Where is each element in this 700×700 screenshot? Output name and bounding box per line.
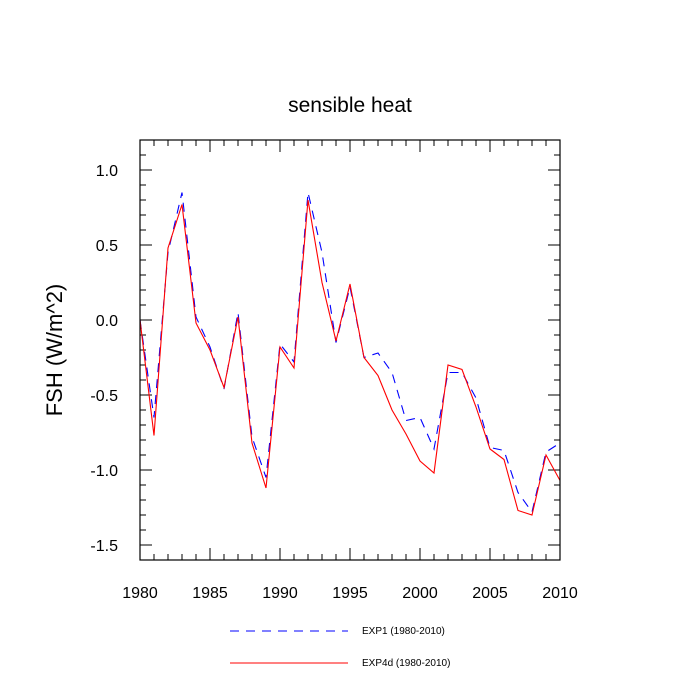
legend: EXP1 (1980-2010) EXP4d (1980-2010)	[230, 626, 450, 669]
x-tick-label: 1985	[192, 585, 228, 602]
plot-frame	[139, 139, 561, 561]
y-tick-label: 1.0	[96, 163, 118, 180]
y-tick-label: -1.5	[90, 538, 118, 555]
series-lines	[139, 192, 561, 516]
x-tick-label: 2005	[472, 585, 508, 602]
y-axis-label: FSH (W/m^2)	[42, 284, 67, 417]
y-tick-label: -0.5	[90, 388, 118, 405]
series-line-2	[139, 199, 561, 516]
y-tick-label: 0.5	[96, 238, 118, 255]
legend-label-1: EXP1 (1980-2010)	[362, 626, 445, 637]
x-tick-label: 1990	[262, 585, 298, 602]
series-line-1	[139, 192, 561, 514]
x-tick-label: 1980	[122, 585, 158, 602]
x-tick-label: 2000	[402, 585, 438, 602]
axis-ticks	[139, 139, 561, 561]
legend-label-2: EXP4d (1980-2010)	[362, 658, 450, 669]
y-tick-label: -1.0	[90, 463, 118, 480]
chart-title: sensible heat	[288, 94, 412, 117]
x-tick-label: 1995	[332, 585, 368, 602]
x-tick-label: 2010	[542, 585, 578, 602]
axis-tick-labels: 1980 1985 1990 1995 2000 2005 2010 1.0 0.5 0.0 -0.…	[90, 163, 577, 602]
y-tick-label: 0.0	[96, 313, 118, 330]
